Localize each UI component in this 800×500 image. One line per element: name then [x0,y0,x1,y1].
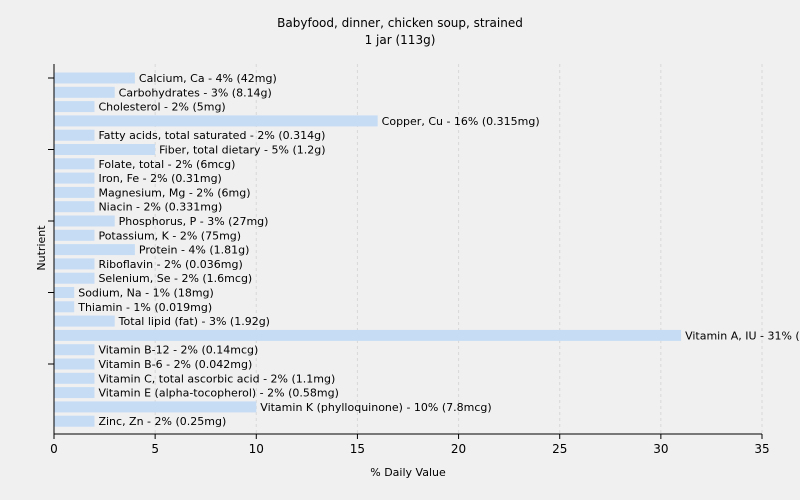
bar-4 [54,129,95,141]
bar-9 [54,201,95,213]
bar-label-14: Selenium, Se - 2% (1.6mcg) [98,272,252,285]
bar-20 [54,358,95,370]
bar-17 [54,315,115,327]
bars: Calcium, Ca - 4% (42mg)Carbohydrates - 3… [54,72,800,428]
bar-24 [54,415,95,427]
bar-label-23: Vitamin K (phylloquinone) - 10% (7.8mcg) [260,401,491,414]
bar-label-9: Niacin - 2% (0.331mg) [98,201,222,214]
x-tick-label-20: 20 [451,442,466,456]
bar-10 [54,215,115,227]
x-tick-label-15: 15 [350,442,365,456]
y-axis-label: Nutrient [35,225,48,271]
bar-11 [54,229,95,241]
bar-label-13: Riboflavin - 2% (0.036mg) [98,258,242,271]
bar-label-19: Vitamin B-12 - 2% (0.14mcg) [98,344,258,357]
bar-label-12: Protein - 4% (1.81g) [139,244,250,257]
bar-2 [54,101,95,113]
chart-subtitle: 1 jar (113g) [365,33,436,47]
bar-label-11: Potassium, K - 2% (75mg) [98,229,241,242]
bar-label-2: Cholesterol - 2% (5mg) [98,101,225,114]
bar-label-20: Vitamin B-6 - 2% (0.042mg) [98,358,252,371]
bar-14 [54,272,95,284]
bar-label-18: Vitamin A, IU - 31% (1564IU) [685,329,800,342]
bar-label-6: Folate, total - 2% (6mcg) [98,158,235,171]
bar-label-22: Vitamin E (alpha-tocopherol) - 2% (0.58m… [98,387,338,400]
bar-label-0: Calcium, Ca - 4% (42mg) [139,72,277,85]
bar-label-16: Thiamin - 1% (0.019mg) [77,301,212,314]
bar-15 [54,287,75,298]
x-tick-label-30: 30 [653,442,668,456]
x-tick-label-10: 10 [249,442,264,456]
bar-3 [54,115,378,127]
bar-label-7: Iron, Fe - 2% (0.31mg) [98,172,221,185]
bar-0 [54,72,135,84]
bar-label-21: Vitamin C, total ascorbic acid - 2% (1.1… [98,372,335,385]
bar-12 [54,244,135,256]
chart-title: Babyfood, dinner, chicken soup, strained [277,16,523,30]
x-axis-label: % Daily Value [370,466,446,479]
bar-8 [54,186,95,198]
x-tick-label-25: 25 [552,442,567,456]
bar-label-10: Phosphorus, P - 3% (27mg) [119,215,269,228]
bar-label-24: Zinc, Zn - 2% (0.25mg) [98,415,226,428]
bar-label-8: Magnesium, Mg - 2% (6mg) [98,186,250,199]
bar-6 [54,158,95,170]
bar-16 [54,301,75,313]
bar-label-4: Fatty acids, total saturated - 2% (0.314… [98,129,325,142]
bar-label-1: Carbohydrates - 3% (8.14g) [119,86,272,99]
x-tick-label-35: 35 [754,442,769,456]
bar-1 [54,86,115,98]
bar-21 [54,372,95,384]
bar-13 [54,258,95,270]
bar-label-3: Copper, Cu - 16% (0.315mg) [382,115,540,128]
bar-19 [54,344,95,356]
bar-7 [54,172,95,184]
bar-23 [54,401,257,413]
bar-label-5: Fiber, total dietary - 5% (1.2g) [159,144,325,157]
bar-label-17: Total lipid (fat) - 3% (1.92g) [118,315,270,328]
bar-label-15: Sodium, Na - 1% (18mg) [78,287,214,300]
bar-22 [54,387,95,399]
bar-5 [54,144,156,155]
axes: 0 5 10 15 20 25 30 35 [48,64,770,456]
x-tick-label-0: 0 [50,442,58,456]
bar-18 [54,329,682,341]
x-tick-label-5: 5 [151,442,159,456]
